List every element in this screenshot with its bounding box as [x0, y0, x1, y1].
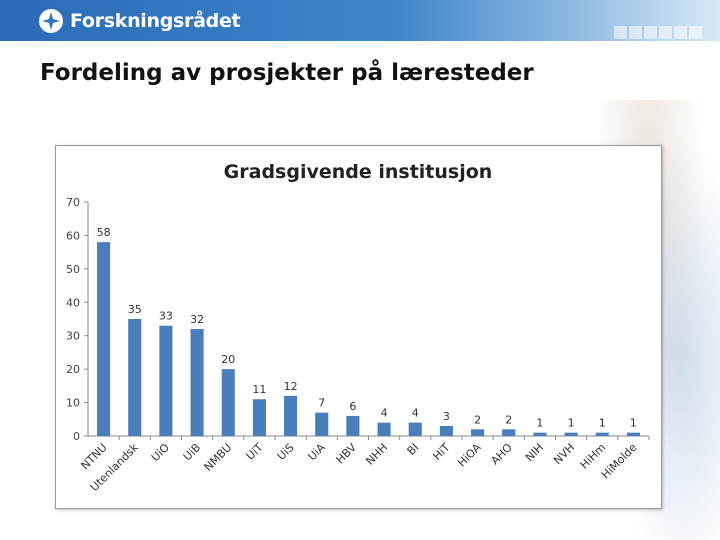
category-label: NMBU: [202, 441, 235, 474]
bar: [252, 399, 266, 436]
y-tick-label: 20: [66, 363, 80, 376]
bar: [502, 429, 516, 436]
bar: [97, 242, 111, 436]
logo-text: Forskningsrådet: [70, 10, 241, 32]
y-tick-label: 0: [73, 430, 80, 443]
category-label: BI: [405, 441, 422, 458]
data-label: 35: [128, 303, 142, 316]
bar: [564, 432, 578, 436]
data-label: 33: [159, 310, 173, 323]
y-tick-label: 40: [66, 296, 80, 309]
category-label: AHO: [488, 441, 515, 468]
data-label: 58: [97, 226, 111, 239]
bar: [221, 369, 235, 436]
category-label: HiT: [431, 441, 453, 463]
category-label: UiA: [305, 441, 328, 464]
data-label: 2: [505, 413, 512, 426]
data-label: 3: [443, 410, 450, 423]
data-label: 1: [599, 417, 606, 430]
category-label: NVH: [551, 441, 577, 467]
data-label: 20: [221, 353, 235, 366]
bar: [315, 412, 329, 436]
data-label: 1: [568, 417, 575, 430]
data-label: 1: [630, 417, 637, 430]
bar: [346, 415, 360, 436]
chart-frame: Gradsgivende institusjon 0 10 20 30 40 50 60 70…: [55, 145, 662, 509]
data-label: 2: [474, 413, 481, 426]
y-tick-label: 50: [66, 263, 80, 276]
data-label: 4: [381, 407, 388, 420]
y-tick-label: 30: [66, 330, 80, 343]
category-label: UiO: [149, 441, 172, 464]
category-label: NIH: [523, 441, 546, 464]
data-label: 32: [190, 313, 204, 326]
bar: [595, 432, 609, 436]
category-label: UiS: [275, 441, 297, 463]
bar: [533, 432, 547, 436]
y-tick-label: 60: [66, 229, 80, 242]
bar: [190, 329, 204, 436]
bar: [439, 425, 453, 436]
logo: Forskningsrådet: [38, 7, 241, 35]
category-label: HiOA: [455, 441, 484, 470]
data-label: 4: [412, 407, 419, 420]
y-tick-label: 70: [66, 196, 80, 209]
category-label: UiB: [181, 441, 203, 463]
bar: [377, 422, 391, 436]
bar: [626, 432, 640, 436]
data-label: 12: [284, 380, 298, 393]
bar-chart: Gradsgivende institusjon 0 10 20 30 40 50 60 70…: [66, 161, 650, 494]
forskningsradet-logo-icon: [39, 9, 63, 33]
chart-title: Gradsgivende institusjon: [224, 161, 493, 183]
y-tick-label: 10: [66, 397, 80, 410]
bar: [408, 422, 422, 436]
data-label: 11: [252, 383, 266, 396]
data-label: 6: [349, 400, 356, 413]
data-label: 1: [536, 417, 543, 430]
header-decoration: [614, 26, 702, 39]
bar: [284, 395, 298, 436]
data-label: 7: [318, 397, 325, 410]
slide-title: Fordeling av prosjekter på læresteder: [40, 60, 534, 86]
category-label: NHH: [363, 441, 390, 468]
header-bar: Forskningsrådet: [0, 0, 720, 41]
bar: [471, 429, 485, 436]
bar: [159, 325, 173, 436]
category-label: UiT: [244, 441, 266, 463]
bar: [128, 319, 142, 436]
category-label: HBV: [334, 441, 360, 467]
